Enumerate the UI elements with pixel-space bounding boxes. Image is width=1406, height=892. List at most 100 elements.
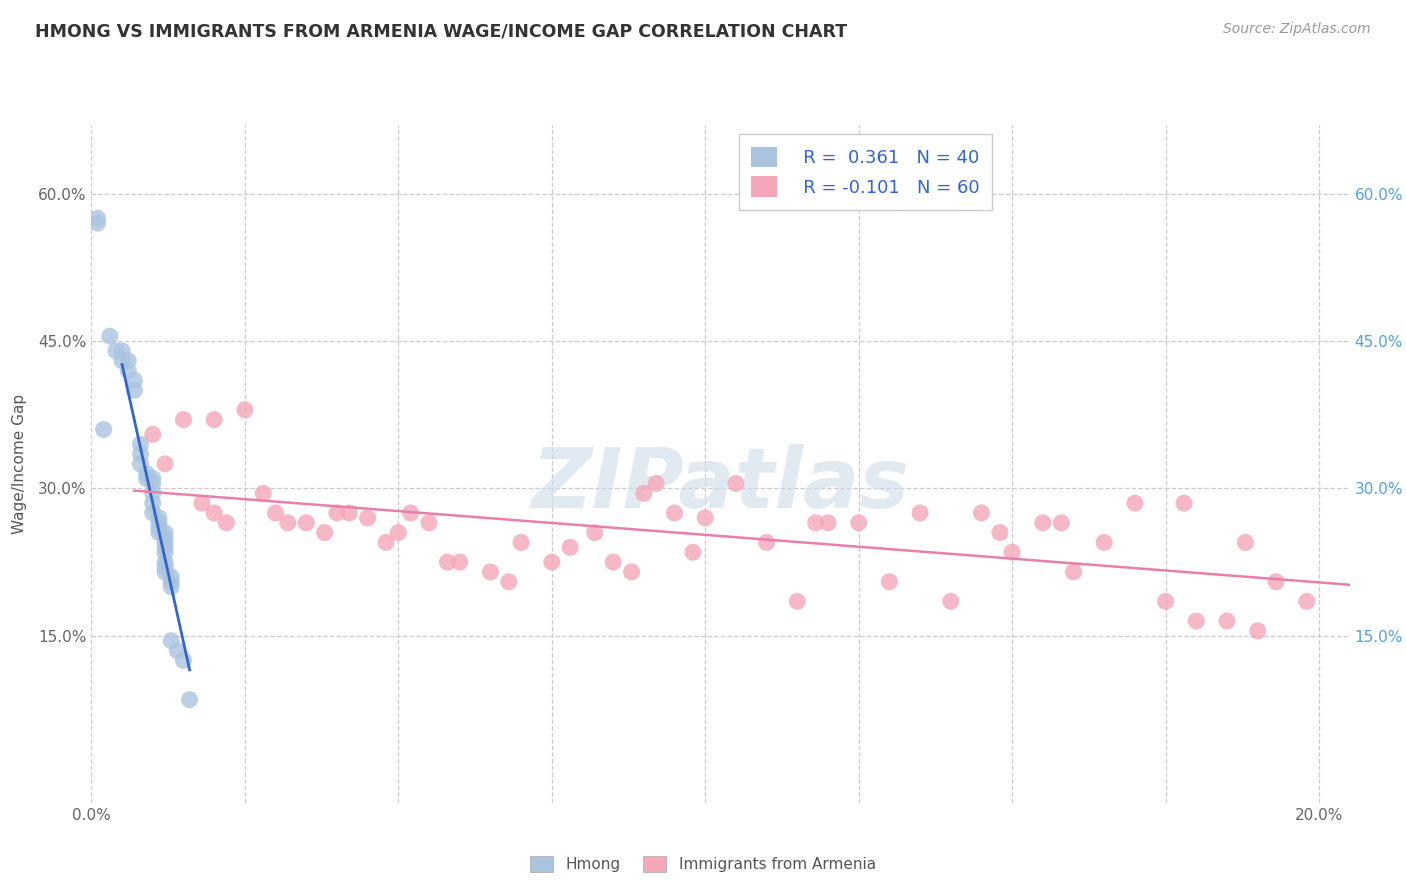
Point <box>540 555 562 569</box>
Point <box>129 447 152 461</box>
Point <box>755 535 778 549</box>
Point <box>436 555 458 569</box>
Point <box>1154 594 1177 608</box>
Point <box>1234 535 1257 549</box>
Point <box>664 506 686 520</box>
Point <box>166 643 188 657</box>
Point <box>970 506 993 520</box>
Point <box>148 511 170 525</box>
Point <box>620 565 643 579</box>
Text: ZIPatlas: ZIPatlas <box>531 443 910 524</box>
Point <box>939 594 962 608</box>
Point <box>153 541 176 555</box>
Point <box>399 506 422 520</box>
Point <box>252 486 274 500</box>
Point <box>879 574 901 589</box>
Point <box>215 516 238 530</box>
Point <box>179 692 201 706</box>
Point <box>387 525 409 540</box>
Point <box>1173 496 1195 510</box>
Point <box>153 560 176 574</box>
Point <box>908 506 931 520</box>
Point <box>153 535 176 549</box>
Legend: Hmong, Immigrants from Armenia: Hmong, Immigrants from Armenia <box>523 848 883 880</box>
Point <box>153 457 176 471</box>
Point <box>153 525 176 540</box>
Point <box>375 535 398 549</box>
Point <box>111 343 134 358</box>
Point <box>724 476 747 491</box>
Point <box>142 476 165 491</box>
Point <box>1247 624 1270 638</box>
Point <box>695 511 717 525</box>
Point <box>988 525 1011 540</box>
Point <box>86 216 108 230</box>
Point <box>148 516 170 530</box>
Point <box>264 506 287 520</box>
Point <box>117 353 139 368</box>
Point <box>124 373 146 387</box>
Point <box>124 383 146 397</box>
Point <box>817 516 839 530</box>
Point <box>111 353 134 368</box>
Point <box>160 580 183 594</box>
Point <box>1032 516 1054 530</box>
Point <box>337 506 360 520</box>
Text: Source: ZipAtlas.com: Source: ZipAtlas.com <box>1223 22 1371 37</box>
Point <box>1265 574 1288 589</box>
Point <box>104 343 127 358</box>
Point <box>356 511 378 525</box>
Point <box>148 525 170 540</box>
Point <box>233 402 256 417</box>
Point <box>295 516 318 530</box>
Point <box>202 412 225 426</box>
Point <box>786 594 808 608</box>
Legend:    R =  0.361   N = 40,    R = -0.101   N = 60: R = 0.361 N = 40, R = -0.101 N = 60 <box>738 134 991 210</box>
Point <box>326 506 349 520</box>
Point <box>86 211 108 226</box>
Point <box>142 486 165 500</box>
Point <box>633 486 655 500</box>
Point <box>153 531 176 545</box>
Point <box>1216 614 1239 628</box>
Point <box>160 574 183 589</box>
Point <box>148 521 170 535</box>
Point <box>160 570 183 584</box>
Point <box>172 653 194 667</box>
Point <box>510 535 533 549</box>
Point <box>682 545 704 559</box>
Point <box>418 516 440 530</box>
Point <box>848 516 870 530</box>
Point <box>93 422 115 436</box>
Point <box>1050 516 1073 530</box>
Point <box>583 525 606 540</box>
Point <box>804 516 827 530</box>
Point <box>142 506 165 520</box>
Point <box>153 565 176 579</box>
Point <box>449 555 471 569</box>
Point <box>142 496 165 510</box>
Point <box>645 476 668 491</box>
Point <box>560 541 582 555</box>
Point <box>202 506 225 520</box>
Point <box>129 437 152 451</box>
Point <box>153 555 176 569</box>
Point <box>1001 545 1024 559</box>
Point <box>479 565 502 579</box>
Point <box>1295 594 1317 608</box>
Point <box>191 496 214 510</box>
Point <box>1185 614 1208 628</box>
Point <box>602 555 624 569</box>
Point <box>1063 565 1085 579</box>
Point <box>160 633 183 648</box>
Point <box>98 329 121 343</box>
Y-axis label: Wage/Income Gap: Wage/Income Gap <box>11 393 27 534</box>
Point <box>117 363 139 377</box>
Point <box>1092 535 1115 549</box>
Point <box>277 516 299 530</box>
Point <box>1123 496 1146 510</box>
Point <box>135 472 157 486</box>
Point <box>135 467 157 481</box>
Point <box>314 525 336 540</box>
Point <box>498 574 520 589</box>
